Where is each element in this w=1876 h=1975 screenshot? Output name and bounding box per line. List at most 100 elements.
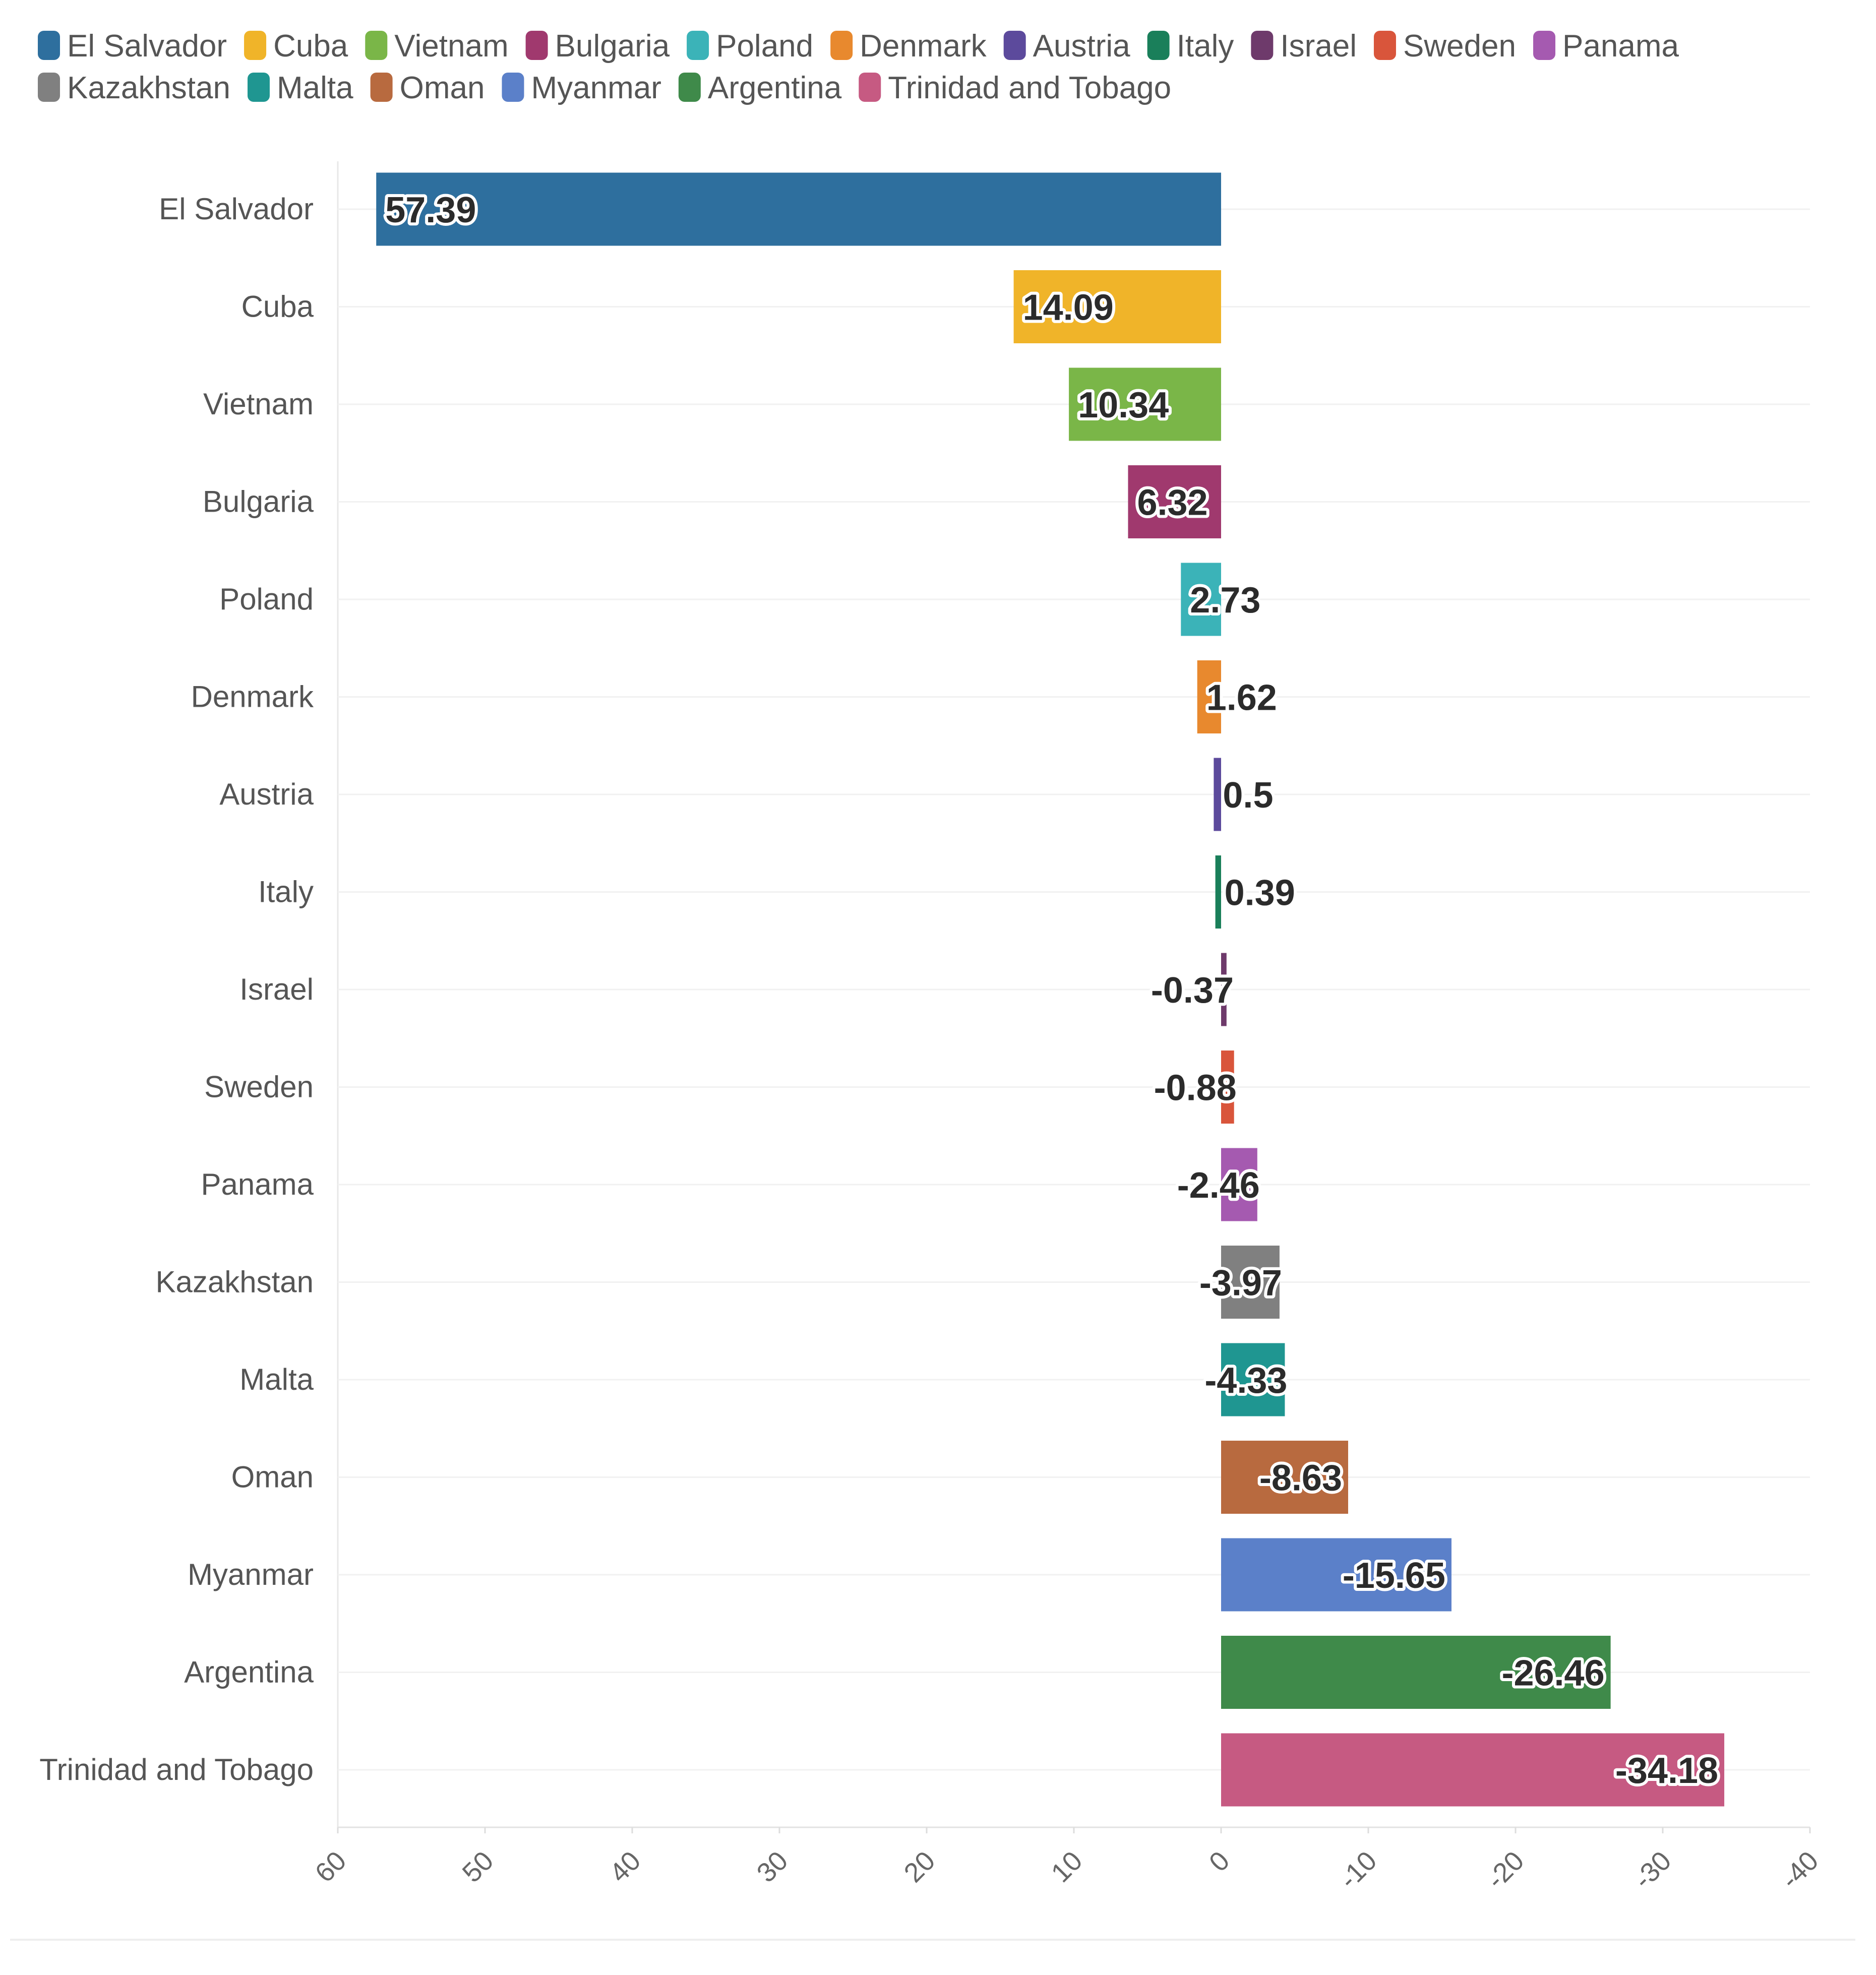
data-label-sweden: -0.88 xyxy=(1154,1068,1237,1108)
legend-label: Kazakhstan xyxy=(67,71,230,105)
data-label-el-salvador: 57.39 xyxy=(385,190,476,230)
data-label-trinidad-and-tobago: -34.18 xyxy=(1615,1751,1718,1791)
gridlines xyxy=(10,161,1855,1941)
legend-swatch xyxy=(525,31,548,60)
bar-poland[interactable] xyxy=(1181,563,1221,636)
category-label-sweden: Sweden xyxy=(204,1070,314,1104)
legend-item-israel[interactable]: Israel xyxy=(1251,29,1357,64)
legend-swatch xyxy=(687,31,709,60)
bars xyxy=(376,172,1725,1807)
legend-label: Myanmar xyxy=(531,71,661,105)
legend-swatch xyxy=(244,31,267,60)
legend-item-austria[interactable]: Austria xyxy=(1003,29,1130,64)
x-axis-ticks: 60 50 40 30 20 10 0 -10 -20 -30 -40 xyxy=(310,1827,1825,1895)
x-tick-label: 20 xyxy=(898,1845,941,1888)
x-tick-label: -40 xyxy=(1775,1845,1825,1895)
x-tick-label: -30 xyxy=(1628,1845,1677,1895)
bar-oman[interactable] xyxy=(1221,1441,1348,1514)
data-label-cuba: 14.09 xyxy=(1023,288,1114,328)
x-tick-label: 40 xyxy=(604,1845,647,1888)
legend-swatch xyxy=(365,31,388,60)
legend: El Salvador Cuba Vietnam Bulgaria Poland Denm… xyxy=(38,29,1679,105)
legend-swatch xyxy=(678,73,701,102)
category-label-malta: Malta xyxy=(239,1363,314,1396)
legend-item-cuba[interactable]: Cuba xyxy=(244,29,348,64)
legend-label: Israel xyxy=(1280,29,1357,64)
data-label-malta: -4.33 xyxy=(1204,1361,1287,1401)
bar-malta[interactable] xyxy=(1221,1343,1285,1416)
bar-vietnam[interactable] xyxy=(1069,367,1221,441)
legend-item-vietnam[interactable]: Vietnam xyxy=(365,29,509,64)
legend-label: Italy xyxy=(1177,29,1234,64)
bar-trinidad-and-tobago[interactable] xyxy=(1221,1733,1725,1807)
legend-label: Vietnam xyxy=(394,29,508,64)
bar-kazakhstan[interactable] xyxy=(1221,1246,1280,1319)
legend-item-el-salvador[interactable]: El Salvador xyxy=(38,29,227,64)
category-label-oman: Oman xyxy=(231,1460,314,1494)
x-tick-label: 60 xyxy=(310,1845,352,1888)
data-label-italy: 0.39 xyxy=(1225,873,1295,913)
data-label-poland: 2.73 xyxy=(1190,580,1260,621)
data-label-austria: 0.5 xyxy=(1223,775,1273,816)
category-label-bulgaria: Bulgaria xyxy=(203,485,314,519)
legend-swatch xyxy=(859,73,881,102)
legend-label: Bulgaria xyxy=(555,29,670,64)
legend-label: Cuba xyxy=(273,29,348,64)
bar-sweden[interactable] xyxy=(1221,1051,1234,1124)
category-label-myanmar: Myanmar xyxy=(188,1558,314,1591)
legend-item-italy[interactable]: Italy xyxy=(1147,29,1234,64)
legend-swatch xyxy=(38,31,60,60)
legend-item-kazakhstan[interactable]: Kazakhstan xyxy=(38,71,230,105)
legend-swatch xyxy=(1147,31,1170,60)
data-label-israel: -0.37 xyxy=(1151,970,1234,1011)
category-label-kazakhstan: Kazakhstan xyxy=(155,1265,314,1299)
bar-myanmar[interactable] xyxy=(1221,1538,1451,1612)
bar-el-salvador[interactable] xyxy=(376,172,1222,246)
data-label-kazakhstan: -3.97 xyxy=(1199,1263,1282,1304)
x-tick-label: 30 xyxy=(751,1845,794,1888)
legend-item-poland[interactable]: Poland xyxy=(687,29,813,64)
category-label-italy: Italy xyxy=(258,875,314,909)
bar-panama[interactable] xyxy=(1221,1148,1257,1221)
x-tick-label: 0 xyxy=(1203,1845,1236,1878)
bar-argentina[interactable] xyxy=(1221,1636,1611,1709)
legend-item-argentina[interactable]: Argentina xyxy=(678,71,842,105)
legend-label: Argentina xyxy=(708,71,842,105)
category-label-panama: Panama xyxy=(201,1167,314,1201)
legend-item-malta[interactable]: Malta xyxy=(248,71,353,105)
bar-denmark[interactable] xyxy=(1197,660,1221,733)
category-label-cuba: Cuba xyxy=(241,290,314,324)
legend-item-bulgaria[interactable]: Bulgaria xyxy=(525,29,670,64)
legend-item-trinidad-and-tobago[interactable]: Trinidad and Tobago xyxy=(859,71,1171,105)
legend-swatch xyxy=(1251,31,1274,60)
legend-swatch xyxy=(370,73,393,102)
legend-item-panama[interactable]: Panama xyxy=(1533,29,1679,64)
category-label-austria: Austria xyxy=(219,777,314,811)
legend-label: Panama xyxy=(1562,29,1679,64)
legend-item-denmark[interactable]: Denmark xyxy=(830,29,987,64)
bar-bulgaria[interactable] xyxy=(1128,465,1221,538)
legend-swatch xyxy=(38,73,60,102)
x-tick-label: 50 xyxy=(457,1845,500,1888)
data-label-oman: -8.63 xyxy=(1259,1458,1342,1499)
x-tick-label: 10 xyxy=(1046,1845,1088,1888)
legend-label: Malta xyxy=(277,71,353,105)
legend-item-sweden[interactable]: Sweden xyxy=(1373,29,1516,64)
category-label-denmark: Denmark xyxy=(191,680,314,714)
bar-italy[interactable] xyxy=(1215,855,1221,929)
bar-austria[interactable] xyxy=(1214,758,1221,831)
data-labels: 57.39 14.09 10.34 6.32 2.73 1.62 0.5 0.39 -0.37 -… xyxy=(382,187,1721,1794)
legend-swatch xyxy=(502,73,524,102)
category-label-vietnam: Vietnam xyxy=(203,387,314,421)
bar-israel[interactable] xyxy=(1221,953,1227,1026)
legend-item-oman[interactable]: Oman xyxy=(370,71,485,105)
data-label-argentina: -26.46 xyxy=(1501,1653,1604,1694)
legend-item-myanmar[interactable]: Myanmar xyxy=(502,71,661,105)
category-label-trinidad-and-tobago: Trinidad and Tobago xyxy=(39,1753,314,1786)
legend-swatch xyxy=(1003,31,1026,60)
bar-cuba[interactable] xyxy=(1013,270,1221,343)
x-tick-label: -10 xyxy=(1334,1845,1383,1895)
legend-label: Trinidad and Tobago xyxy=(888,71,1171,105)
legend-swatch xyxy=(1533,31,1556,60)
